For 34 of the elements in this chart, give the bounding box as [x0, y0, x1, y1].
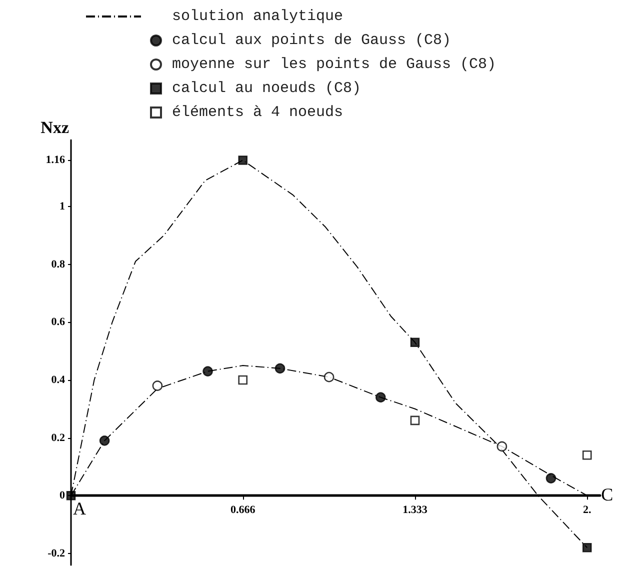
- y-tick-label: -0.2: [48, 547, 66, 560]
- annotation: A: [73, 498, 86, 519]
- point: [274, 363, 286, 374]
- point: [238, 156, 248, 165]
- legend-label: éléments à 4 noeuds: [172, 104, 344, 121]
- x-tick-label: 2.: [582, 504, 592, 516]
- y-tick-label: 0.6: [51, 316, 66, 328]
- legend-label: moyenne sur les points de Gauss (C8): [172, 56, 496, 73]
- y-tick-label: 1.16: [46, 154, 66, 166]
- x-tick-label: 0.666: [230, 504, 256, 516]
- point: [202, 366, 213, 376]
- point: [238, 375, 248, 385]
- x-tick-label: 1.333: [402, 504, 428, 516]
- point: [496, 441, 508, 452]
- legend-label: calcul au noeuds (C8): [172, 80, 362, 97]
- point: [66, 490, 76, 500]
- point: [582, 450, 592, 460]
- point: [546, 473, 556, 484]
- point: [324, 372, 334, 382]
- y-tick-label: 0: [60, 490, 66, 502]
- point: [410, 416, 420, 426]
- point: [376, 392, 386, 402]
- y-tick-label: 0.4: [51, 374, 66, 386]
- y-axis-title: Nxz: [40, 118, 70, 137]
- y-tick-label: 0.2: [51, 432, 66, 444]
- legend-label: solution analytique: [172, 8, 344, 25]
- legend-label: calcul aux points de Gauss (C8): [172, 32, 452, 49]
- point: [582, 543, 592, 552]
- y-tick-label: 0.8: [51, 258, 66, 270]
- y-tick-label: 1: [60, 200, 65, 212]
- point: [410, 338, 420, 348]
- point: [99, 436, 110, 446]
- annotation: C: [601, 484, 614, 505]
- point: [152, 380, 163, 391]
